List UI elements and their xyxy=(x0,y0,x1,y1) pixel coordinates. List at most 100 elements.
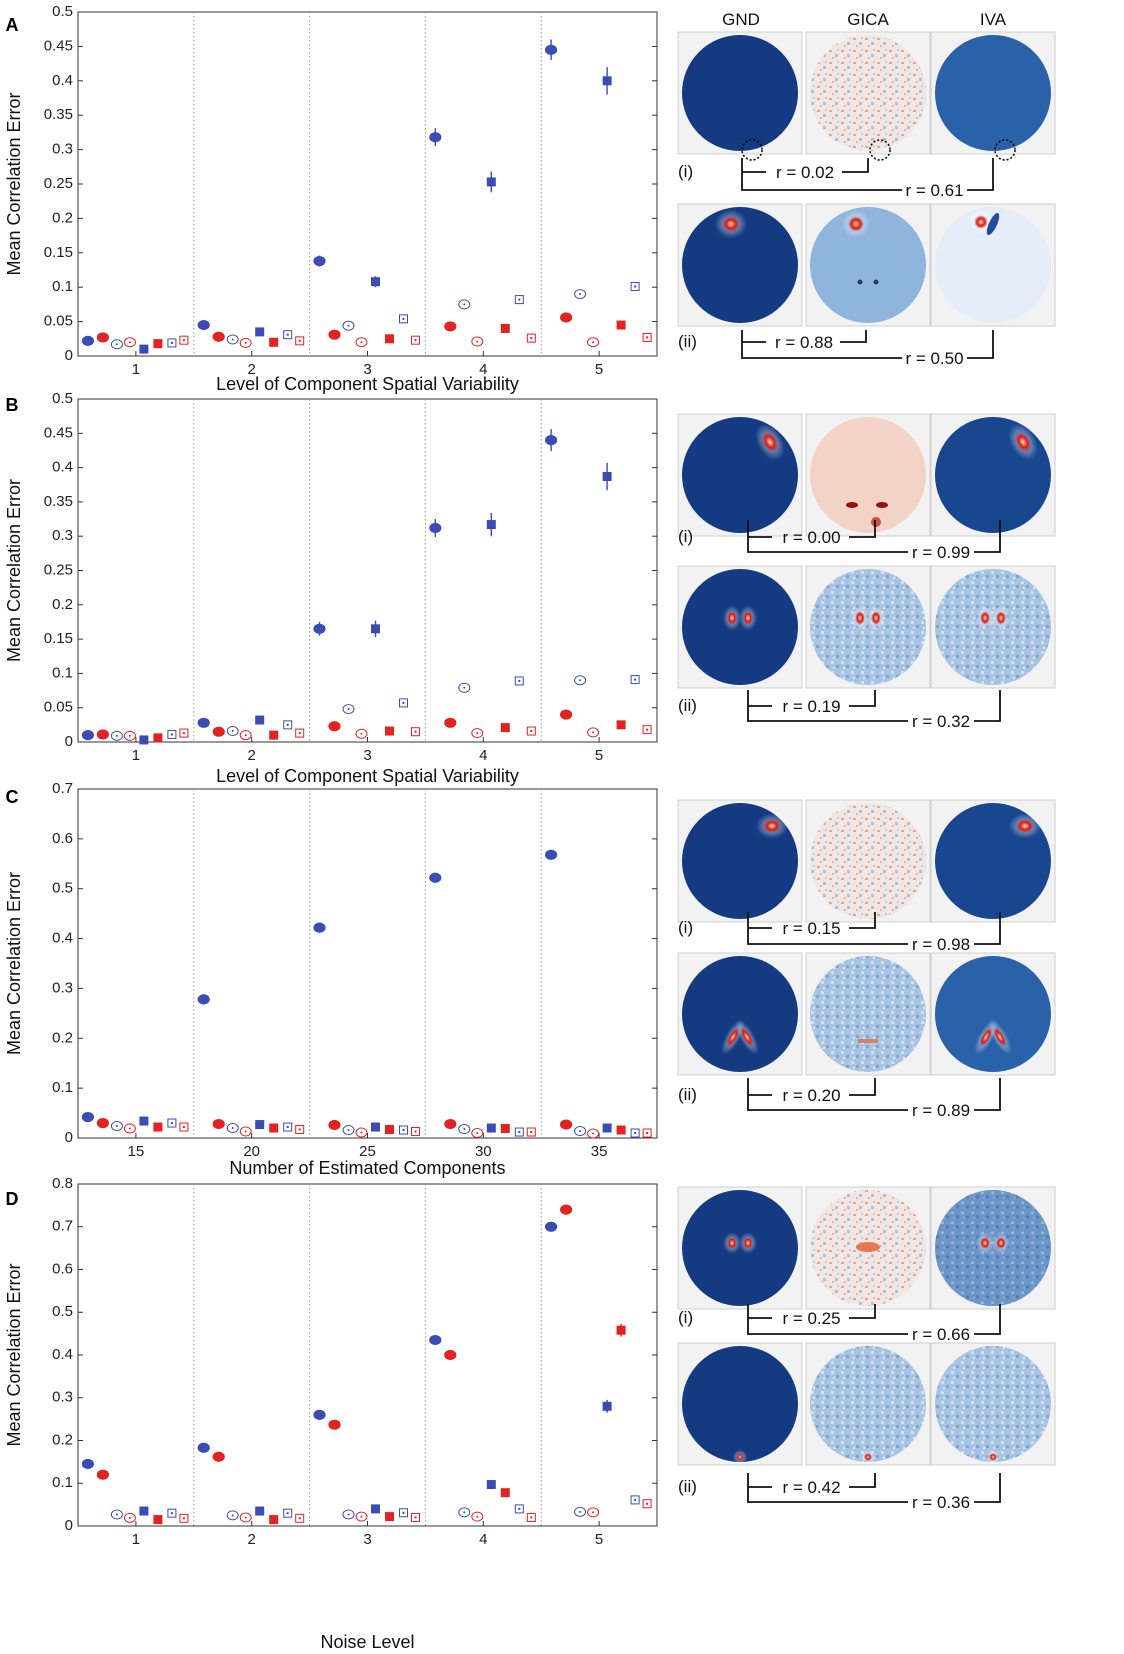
insets-layer: GND GICA IVA (i) r = 0.02 r = 0.61 (ii) r = 0.8… xyxy=(677,10,1056,1512)
data-point xyxy=(153,339,163,349)
data-point xyxy=(371,1504,380,1514)
row-label: (i) xyxy=(678,162,693,181)
data-point-dot xyxy=(244,1130,247,1133)
x-axis-label: Number of Estimated Components xyxy=(229,1158,505,1178)
data-point xyxy=(544,44,558,55)
brain-map-3-2 xyxy=(930,565,1056,689)
data-point-dot xyxy=(298,339,301,342)
plot-frame xyxy=(77,398,658,743)
row-label: (ii) xyxy=(678,696,697,715)
r-value-iva: r = 0.98 xyxy=(912,935,970,954)
data-point-dot xyxy=(170,1512,173,1515)
activation-blob xyxy=(1014,431,1032,453)
data-point-dot xyxy=(646,1132,649,1135)
data-point xyxy=(96,729,110,740)
y-tick-label: 0.5 xyxy=(52,3,73,20)
activation-blob xyxy=(996,1237,1006,1249)
y-tick-label: 0.4 xyxy=(52,930,73,947)
x-axis-label: Level of Component Spatial Variability xyxy=(216,374,519,394)
data-point xyxy=(197,319,210,331)
brain-disc xyxy=(810,417,926,533)
y-tick-label: 0.1 xyxy=(52,1079,73,1096)
data-point xyxy=(616,320,626,330)
data-point xyxy=(429,522,442,534)
x-axis-label: Noise Level xyxy=(320,1632,414,1652)
y-tick-label: 0.45 xyxy=(44,424,73,441)
y-tick-label: 0.2 xyxy=(52,1431,73,1448)
brain-map-1-2 xyxy=(930,203,1056,327)
data-point-dot xyxy=(476,732,479,735)
data-point xyxy=(385,334,394,344)
x-tick-label: 1 xyxy=(132,747,140,764)
correlation-bracket: (i) r = 0.15 r = 0.98 xyxy=(678,912,1001,954)
data-point xyxy=(486,520,496,530)
y-tick-label: 0.2 xyxy=(52,596,73,613)
y-tick-label: 0 xyxy=(65,1517,73,1534)
data-point xyxy=(212,331,225,342)
panel-letter: B xyxy=(6,395,19,415)
panel-letter: D xyxy=(6,1189,19,1209)
data-point-dot xyxy=(414,1516,417,1519)
data-point-dot xyxy=(402,1129,405,1132)
data-point xyxy=(81,1111,95,1123)
r-value-iva: r = 0.66 xyxy=(912,1325,970,1344)
data-point-dot xyxy=(579,1130,582,1133)
r-value-gica: r = 0.25 xyxy=(782,1309,840,1328)
y-tick-label: 0.7 xyxy=(52,780,73,797)
roi-marker xyxy=(741,139,763,161)
brain-disc xyxy=(935,956,1051,1072)
data-point-dot xyxy=(530,337,533,340)
data-point-dot xyxy=(231,730,234,733)
data-point xyxy=(153,1122,163,1132)
data-point-dot xyxy=(402,317,405,320)
data-point-dot xyxy=(115,1513,118,1516)
data-point-dot xyxy=(115,734,118,737)
data-point-dot xyxy=(298,1128,301,1131)
x-tick-label: 25 xyxy=(359,1143,376,1160)
data-point-dot xyxy=(518,1507,521,1510)
bracket-short-right xyxy=(849,912,876,929)
data-point-dot xyxy=(347,1129,350,1132)
data-point xyxy=(313,623,326,634)
bracket-short-right xyxy=(842,158,869,173)
activation-blob xyxy=(864,1453,872,1461)
data-point-dot xyxy=(231,1127,234,1130)
data-point-dot xyxy=(128,1127,131,1130)
data-point-dot xyxy=(360,1515,363,1518)
r-value-iva: r = 0.32 xyxy=(912,712,970,731)
brain-disc xyxy=(935,35,1051,151)
activation-blob xyxy=(848,216,864,232)
y-tick-label: 0.05 xyxy=(44,313,73,330)
data-point xyxy=(96,1469,110,1480)
data-point xyxy=(385,1125,394,1135)
data-point-dot xyxy=(414,1130,417,1133)
activation-blob xyxy=(743,611,753,625)
header-iva: IVA xyxy=(980,10,1007,29)
brain-disc xyxy=(810,35,926,151)
data-point xyxy=(328,329,341,340)
r-value-gica: r = 0.02 xyxy=(776,163,834,182)
data-point-dot xyxy=(231,338,234,341)
activation-blob xyxy=(736,1453,744,1461)
data-point xyxy=(544,849,558,860)
data-point xyxy=(269,337,279,347)
y-tick-label: 0 xyxy=(65,347,73,364)
data-point-dot xyxy=(634,1498,637,1501)
brain-disc xyxy=(810,569,926,685)
data-point-dot xyxy=(530,730,533,733)
activation-blob xyxy=(980,1237,990,1249)
data-point xyxy=(371,1122,380,1132)
data-point-dot xyxy=(182,1126,185,1129)
x-tick-label: 5 xyxy=(595,361,603,378)
data-point-dot xyxy=(286,333,289,336)
data-point xyxy=(81,1458,95,1470)
x-tick-label: 20 xyxy=(243,1143,260,1160)
chart-panel-a: A 0 0.05 0.1 0.15 0.2 0.25 0.3 0.35 0.4 0.45 0.5 1 2 3… xyxy=(4,3,658,394)
data-point xyxy=(429,132,442,143)
data-point xyxy=(429,1334,442,1346)
r-value-iva: r = 0.61 xyxy=(905,181,963,200)
data-point xyxy=(559,709,573,720)
bracket-long-right xyxy=(974,520,1001,553)
charts-layer: A00.050.10.150.20.250.30.350.40.450.51 2 3… xyxy=(4,3,658,1652)
bracket-long xyxy=(747,520,908,553)
